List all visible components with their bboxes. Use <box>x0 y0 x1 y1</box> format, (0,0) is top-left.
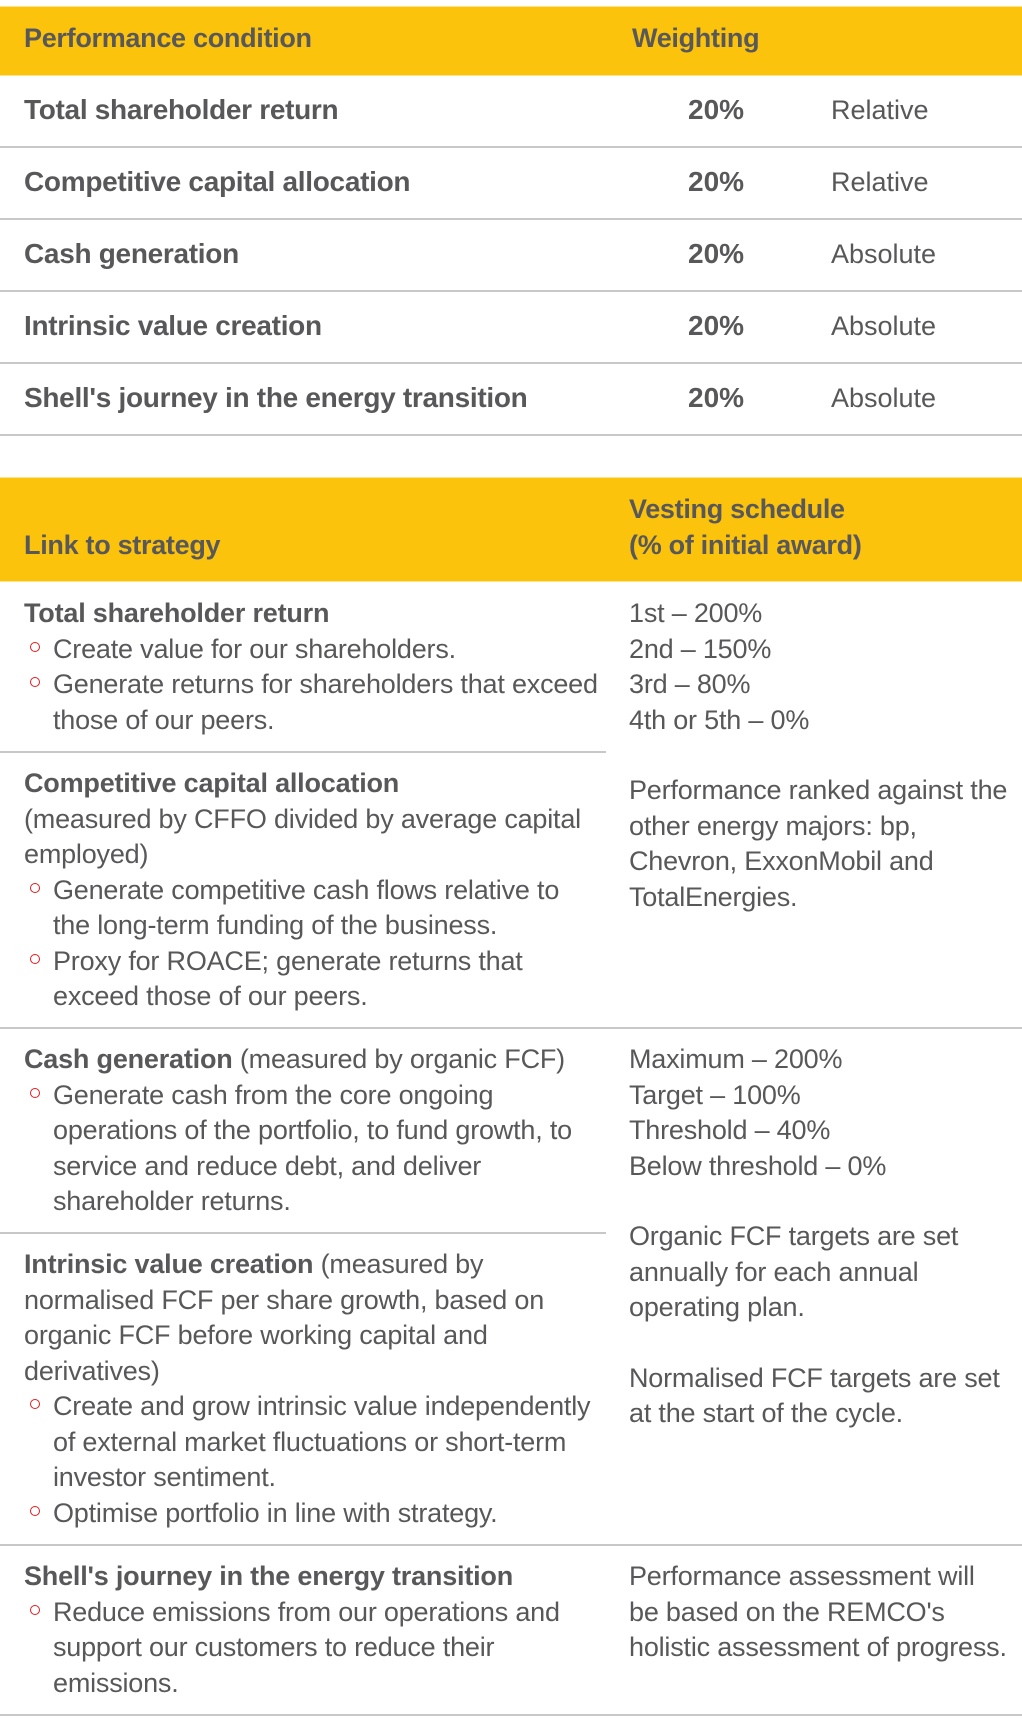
bullet-ring-icon <box>30 1087 40 1098</box>
bullet-item: Proxy for ROACE; generate returns that e… <box>24 944 589 1015</box>
vesting-note: Organic FCF targets are set annually for… <box>629 1221 959 1322</box>
bullet-ring-icon <box>30 953 40 964</box>
bullet-item: Generate cash from the core ongoing oper… <box>24 1078 604 1220</box>
bullet-ring-icon <box>30 1399 40 1409</box>
table-row: Competitive capital allocation 20% Relat… <box>0 148 1022 220</box>
table-row: Intrinsic value creation 20% Absolute <box>0 292 1022 364</box>
weight-value: 20% <box>688 166 745 197</box>
weight-value: 20% <box>688 382 745 413</box>
header-performance-condition: Performance condition <box>24 23 312 53</box>
bullet-item: Create value for our shareholders. <box>24 632 604 668</box>
measure-type: Relative <box>831 167 929 197</box>
vesting-step: 3rd – 80% <box>629 669 751 699</box>
strategy-title: Intrinsic value creation <box>24 1249 314 1279</box>
header-link-to-strategy: Link to strategy <box>24 530 221 560</box>
vesting-step: Below threshold – 0% <box>629 1150 887 1181</box>
measure-type: Absolute <box>831 383 937 413</box>
vesting-absolute: Maximum – 200% Target – 100% Threshold –… <box>629 1042 1009 1432</box>
weight-value: 20% <box>688 310 745 341</box>
weight-value: 20% <box>688 238 745 269</box>
strategy-title: Total shareholder return <box>24 598 330 628</box>
strategy-table-header: Link to strategy Vesting schedule (% of … <box>0 477 1022 582</box>
strategy-subtitle: (measured by normalised FCF per share gr… <box>24 1249 545 1386</box>
vesting-relative: 1st – 200% 2nd – 150% 3rd – 80% 4th or 5… <box>629 596 1009 915</box>
table-row: Shell's journey in the energy transition… <box>0 364 1022 436</box>
bullet-item: Create and grow intrinsic value independ… <box>24 1389 599 1496</box>
strategy-tsr: Total shareholder return Create value fo… <box>24 596 604 738</box>
strategy-energy: Shell's journey in the energy transition… <box>24 1559 604 1701</box>
weight-value: 20% <box>688 94 745 125</box>
measure-type: Relative <box>831 95 929 125</box>
vesting-step: 1st – 200% <box>629 598 763 628</box>
row-divider <box>0 1232 606 1234</box>
header-vesting-line2: (% of initial award) <box>629 530 862 560</box>
bullet-item: Optimise portfolio in line with strategy… <box>24 1496 599 1532</box>
vesting-step: 2nd – 150% <box>629 633 772 664</box>
table-row: Cash generation 20% Absolute <box>0 220 1022 292</box>
vesting-step: Maximum – 200% <box>629 1044 843 1074</box>
bullet-ring-icon <box>30 677 40 687</box>
vesting-energy: Performance assessment will be based on … <box>629 1559 1009 1666</box>
bullet-item: Reduce emissions from our operations and… <box>24 1595 604 1702</box>
vesting-step: Threshold – 40% <box>629 1115 831 1145</box>
bullet-ring-icon <box>30 641 40 652</box>
bullet-item: Generate returns for shareholders that e… <box>24 667 604 738</box>
condition-name: Total shareholder return <box>24 94 339 125</box>
condition-name: Cash generation <box>24 238 239 269</box>
header-vesting-line1: Vesting schedule <box>629 494 845 524</box>
row-divider <box>0 1544 1022 1546</box>
condition-name: Competitive capital allocation <box>24 166 411 197</box>
strategy-subtitle: (measured by organic FCF) <box>239 1044 565 1074</box>
condition-name: Intrinsic value creation <box>24 310 322 341</box>
condition-name: Shell's journey in the energy transition <box>24 382 528 413</box>
strategy-cca: Competitive capital allocation (measured… <box>24 766 589 1015</box>
bullet-ring-icon <box>30 1505 40 1516</box>
bullet-ring-icon <box>30 882 40 893</box>
header-weighting: Weighting <box>632 23 760 53</box>
row-divider <box>0 1027 1022 1029</box>
strategy-cash: Cash generation (measured by organic FCF… <box>24 1042 604 1220</box>
vesting-note: Performance ranked against the other ene… <box>629 775 1008 912</box>
performance-table-header: Performance condition Weighting <box>0 6 1022 76</box>
strategy-title: Shell's journey in the energy transition <box>24 1561 514 1591</box>
vesting-step: Target – 100% <box>629 1079 801 1110</box>
row-divider <box>0 751 606 753</box>
strategy-ivc: Intrinsic value creation (measured by no… <box>24 1247 599 1531</box>
row-divider <box>0 1714 1022 1716</box>
table-row: Total shareholder return 20% Relative <box>0 76 1022 148</box>
strategy-subtitle: (measured by CFFO divided by average cap… <box>24 803 581 870</box>
vesting-note: Performance assessment will be based on … <box>629 1561 1007 1662</box>
strategy-title: Competitive capital allocation <box>24 768 400 798</box>
vesting-note: Normalised FCF targets are set at the st… <box>629 1362 1000 1429</box>
measure-type: Absolute <box>831 311 937 341</box>
measure-type: Absolute <box>831 239 937 269</box>
strategy-title: Cash generation <box>24 1044 233 1074</box>
vesting-step: 4th or 5th – 0% <box>629 704 810 735</box>
bullet-ring-icon <box>30 1604 40 1615</box>
bullet-item: Generate competitive cash flows relative… <box>24 873 589 944</box>
